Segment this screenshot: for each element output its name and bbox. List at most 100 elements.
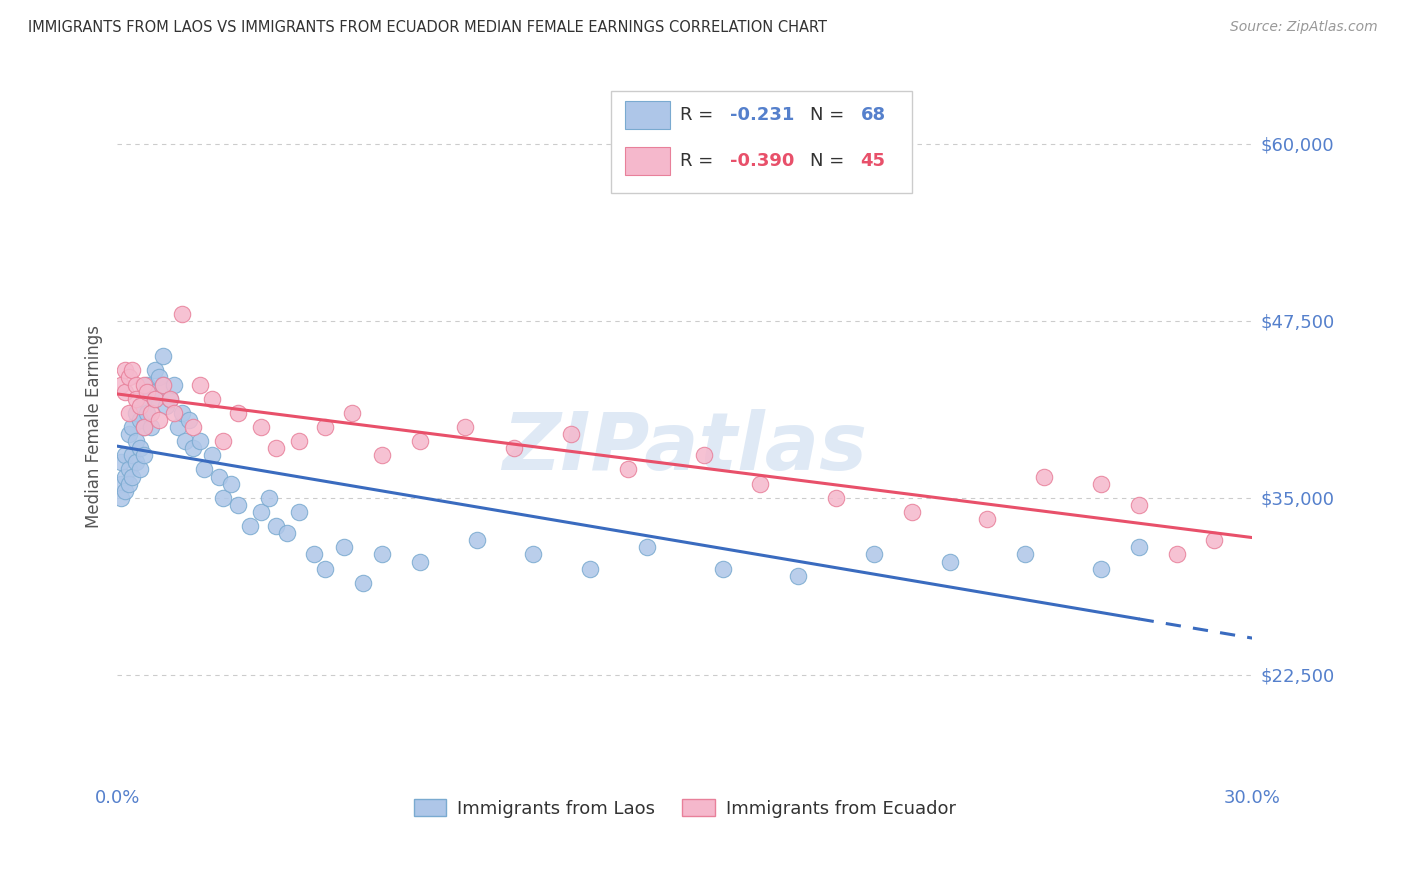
Point — [212, 434, 235, 449]
Point — [1014, 548, 1036, 562]
Point — [166, 420, 188, 434]
Point — [121, 363, 143, 377]
Point — [288, 505, 311, 519]
Point — [190, 434, 212, 449]
Point — [128, 462, 150, 476]
Point — [121, 448, 143, 462]
Point — [125, 406, 148, 420]
Point — [141, 420, 163, 434]
Point — [114, 384, 136, 399]
Point — [132, 377, 155, 392]
Point — [787, 568, 810, 582]
Point — [226, 498, 249, 512]
Point — [125, 455, 148, 469]
Point — [163, 406, 186, 420]
Point — [190, 377, 212, 392]
Point — [152, 349, 174, 363]
Point — [352, 575, 374, 590]
Legend: Immigrants from Laos, Immigrants from Ecuador: Immigrants from Laos, Immigrants from Ec… — [406, 792, 963, 825]
Point — [117, 370, 139, 384]
Point — [1090, 476, 1112, 491]
Text: -0.390: -0.390 — [730, 153, 794, 170]
Point — [302, 548, 325, 562]
Point — [1128, 541, 1150, 555]
Point — [250, 505, 273, 519]
Point — [371, 448, 394, 462]
Point — [1128, 498, 1150, 512]
Point — [454, 420, 477, 434]
Point — [257, 491, 280, 505]
Point — [132, 420, 155, 434]
Point — [976, 512, 998, 526]
Point — [136, 384, 159, 399]
Text: Source: ZipAtlas.com: Source: ZipAtlas.com — [1230, 20, 1378, 34]
Point — [1166, 548, 1188, 562]
Point — [117, 427, 139, 442]
Point — [201, 392, 224, 406]
Point — [219, 476, 242, 491]
Y-axis label: Median Female Earnings: Median Female Earnings — [86, 326, 103, 528]
Text: R =: R = — [681, 153, 718, 170]
Point — [159, 392, 181, 406]
Point — [141, 384, 163, 399]
Point — [264, 519, 287, 533]
Point — [503, 441, 526, 455]
Point — [938, 554, 960, 568]
Point — [125, 377, 148, 392]
Point — [617, 462, 640, 476]
Point — [636, 541, 658, 555]
Point — [749, 476, 772, 491]
Point — [132, 392, 155, 406]
Point — [174, 434, 197, 449]
Point — [128, 441, 150, 455]
Point — [152, 377, 174, 392]
Point — [239, 519, 262, 533]
Point — [125, 434, 148, 449]
Point — [250, 420, 273, 434]
Text: N =: N = — [810, 153, 849, 170]
Point — [177, 413, 200, 427]
Point — [110, 377, 132, 392]
Point — [114, 483, 136, 498]
Point — [340, 406, 363, 420]
Point — [560, 427, 582, 442]
Point — [117, 406, 139, 420]
Point — [333, 541, 356, 555]
Point — [1090, 561, 1112, 575]
Text: N =: N = — [810, 106, 849, 124]
Point — [170, 307, 193, 321]
Point — [141, 406, 163, 420]
FancyBboxPatch shape — [612, 91, 911, 194]
Point — [863, 548, 886, 562]
Point — [314, 420, 336, 434]
Text: ZIPatlas: ZIPatlas — [502, 409, 868, 487]
Point — [132, 420, 155, 434]
FancyBboxPatch shape — [624, 147, 669, 176]
Point — [900, 505, 922, 519]
Point — [212, 491, 235, 505]
Point — [409, 434, 432, 449]
Point — [371, 548, 394, 562]
Text: 68: 68 — [860, 106, 886, 124]
Point — [136, 406, 159, 420]
Point — [226, 406, 249, 420]
Point — [264, 441, 287, 455]
Point — [409, 554, 432, 568]
Point — [110, 455, 132, 469]
FancyBboxPatch shape — [624, 101, 669, 129]
Text: 45: 45 — [860, 153, 886, 170]
Point — [1033, 469, 1056, 483]
Point — [148, 370, 170, 384]
Point — [170, 406, 193, 420]
Point — [143, 392, 166, 406]
Point — [201, 448, 224, 462]
Point — [114, 363, 136, 377]
Point — [465, 533, 488, 548]
Point — [110, 476, 132, 491]
Point — [128, 399, 150, 413]
Point — [208, 469, 231, 483]
Point — [181, 420, 204, 434]
Point — [181, 441, 204, 455]
Point — [276, 526, 298, 541]
Point — [121, 469, 143, 483]
